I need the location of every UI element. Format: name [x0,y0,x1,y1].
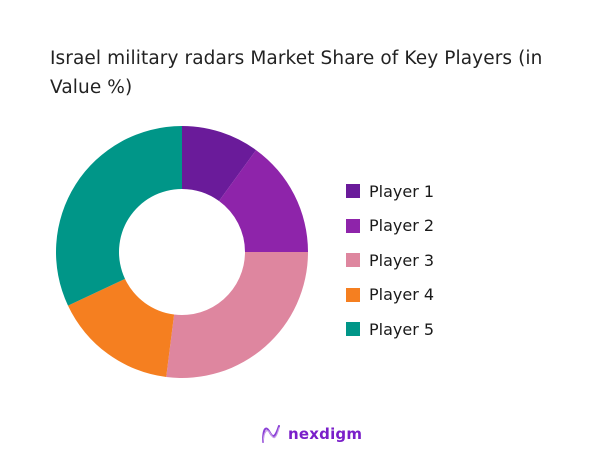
brand-logo: nexdigm [260,423,362,445]
legend-label: Player 2 [369,216,435,236]
legend-swatch [346,218,360,233]
legend-label: Player 3 [369,250,435,270]
legend-label: Player 5 [369,319,435,339]
chart-title: Israel military radars Market Share of K… [50,48,543,98]
legend-item-player-3: Player 3 [346,243,434,278]
donut-slice-player-3 [166,252,308,378]
donut-slice-player-2 [219,150,308,252]
brand-name: nexdigm [288,425,363,443]
legend-label: Player 4 [369,285,435,305]
donut-slice-player-5 [55,126,182,306]
donut-slice-player-4 [67,278,175,378]
legend-swatch [346,253,360,268]
legend: Player 1 Player 2 Player 3 Player 4 Play… [346,174,434,347]
legend-swatch [346,322,360,337]
donut-slice-player-1 [182,126,257,202]
nexdigm-wave-icon [262,425,280,443]
legend-swatch [346,287,360,302]
donut-slices [55,126,308,378]
legend-item-player-1: Player 1 [346,174,434,209]
legend-label: Player 1 [369,181,435,201]
legend-item-player-5: Player 5 [346,312,434,347]
legend-swatch [346,184,360,199]
legend-item-player-2: Player 2 [346,209,434,244]
legend-item-player-4: Player 4 [346,278,434,313]
